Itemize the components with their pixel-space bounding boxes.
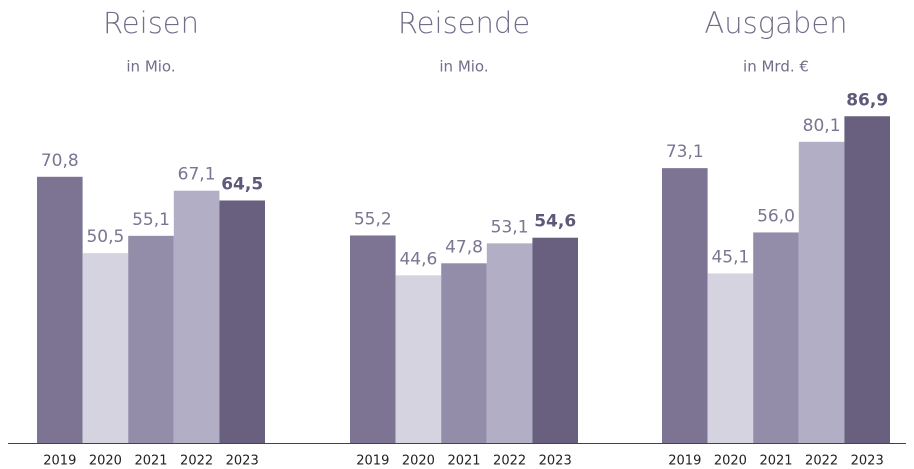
x-tick-label: 2023 xyxy=(226,454,259,469)
value-label: 67,1 xyxy=(178,165,216,185)
bar xyxy=(753,232,799,443)
x-tick-label: 2021 xyxy=(134,454,167,469)
x-tick-label: 2020 xyxy=(89,454,122,469)
value-label: 53,1 xyxy=(491,217,529,237)
x-tick-label: 2022 xyxy=(805,454,838,469)
x-tick-label: 2021 xyxy=(447,454,480,469)
value-label: 54,6 xyxy=(534,212,576,232)
x-tick-label: 2019 xyxy=(356,454,389,469)
chart-subtitle: in Mio. xyxy=(126,58,175,76)
value-label: 47,8 xyxy=(445,237,483,257)
bar xyxy=(532,237,578,443)
value-label: 86,9 xyxy=(846,90,888,110)
bar xyxy=(662,168,708,444)
bar xyxy=(798,141,845,443)
bar xyxy=(844,116,890,444)
bar xyxy=(486,243,533,443)
x-tick-label: 2021 xyxy=(759,454,792,469)
value-label: 44,6 xyxy=(399,249,437,269)
chart-subtitle: in Mio. xyxy=(439,58,488,76)
bar xyxy=(441,263,487,443)
value-label: 55,2 xyxy=(354,209,392,229)
bar xyxy=(395,275,442,443)
chart-title: Ausgaben xyxy=(704,6,847,40)
bar xyxy=(128,235,174,443)
x-tick-label: 2022 xyxy=(180,454,213,469)
value-label: 50,5 xyxy=(86,227,124,247)
chart-title: Reisende xyxy=(398,6,530,40)
bar xyxy=(82,253,129,443)
value-label: 70,8 xyxy=(41,151,79,171)
value-label: 56,0 xyxy=(757,206,795,226)
bar xyxy=(707,273,754,443)
x-tick-label: 2020 xyxy=(402,454,435,469)
chart-title: Reisen xyxy=(103,6,199,40)
bar xyxy=(173,190,220,443)
x-tick-label: 2022 xyxy=(493,454,526,469)
x-tick-label: 2023 xyxy=(539,454,572,469)
x-tick-label: 2020 xyxy=(714,454,747,469)
value-label: 45,1 xyxy=(711,247,749,267)
chart-subtitle: in Mrd. € xyxy=(743,58,809,76)
value-label: 73,1 xyxy=(666,142,704,162)
value-label: 64,5 xyxy=(221,174,263,194)
value-label: 55,1 xyxy=(132,210,170,230)
bar xyxy=(37,176,83,444)
bar xyxy=(350,235,396,443)
x-tick-label: 2019 xyxy=(668,454,701,469)
bar xyxy=(219,200,265,443)
value-label: 80,1 xyxy=(803,116,841,136)
x-tick-label: 2019 xyxy=(43,454,76,469)
x-tick-label: 2023 xyxy=(851,454,884,469)
